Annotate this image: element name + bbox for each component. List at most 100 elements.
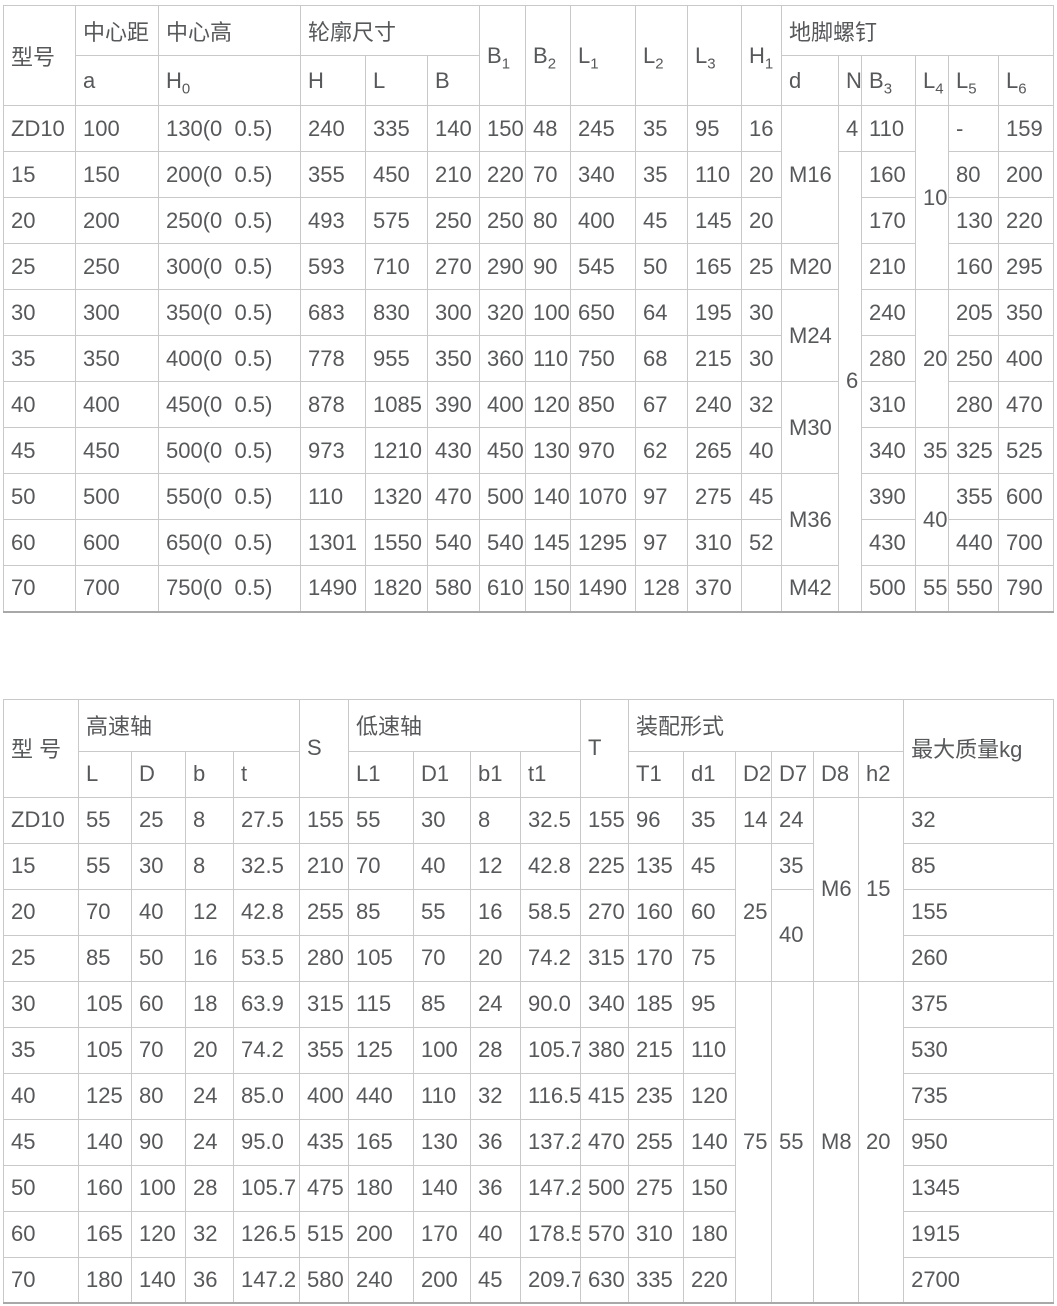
cell-text: M16 — [789, 161, 832, 187]
table-cell: 147.2 — [232, 1256, 301, 1304]
cell-text: 轮廓尺寸 — [308, 19, 397, 45]
cell-subscript: 4 — [935, 79, 944, 97]
table-row: 25 85 50 16 53.5 280 105 70 20 74.2 315 170 75 260 — [3, 934, 1055, 982]
table-cell: 55 — [915, 565, 949, 612]
table-cell: 70 — [3, 565, 76, 612]
column-header: d1 — [683, 750, 737, 798]
table-row: 40 125 80 24 85.0 400 440 110 32 116.5 415 235 120 73… — [3, 1072, 1055, 1120]
table-cell: 20 — [185, 1026, 234, 1074]
table-cell: 30 — [131, 842, 186, 890]
column-header: S — [299, 698, 350, 798]
table-cell: 830 — [365, 289, 428, 336]
table-cell: 160 — [78, 1164, 132, 1212]
table-cell: 52 — [741, 519, 782, 566]
table-cell: 350 — [997, 289, 1055, 336]
table-cell: 2700 — [903, 1256, 1055, 1304]
column-header: D8 — [813, 750, 860, 798]
table-cell: 105 — [78, 1026, 132, 1074]
table-cell: 25 — [3, 243, 76, 290]
table-cell: 235 — [628, 1072, 685, 1120]
cell-text: 中心距 — [83, 19, 150, 45]
table-row: ZD10 100 130(0 0.5) 240 335 140 150 48 245 35 95 16… — [3, 105, 1055, 290]
cell-text: L — [1006, 67, 1019, 93]
table-cell: 200(0 0.5) — [158, 151, 301, 198]
table-cell: 400 — [570, 197, 636, 244]
table-cell: 40 — [771, 888, 815, 982]
table-cell: 20 — [3, 197, 76, 244]
column-header: N — [838, 55, 862, 106]
table-cell: 200 — [413, 1256, 472, 1304]
cell-text: B — [533, 42, 548, 68]
cell-subscript: 6 — [1018, 79, 1027, 97]
table-cell: 32.5 — [232, 842, 301, 890]
table-cell: 200 — [348, 1210, 415, 1258]
table-cell: 540 — [427, 519, 480, 566]
table-cell: 630 — [580, 1256, 630, 1304]
table-cell: 70 — [525, 151, 571, 198]
table-cell: 355 — [948, 473, 999, 520]
table-cell: 245 — [570, 105, 636, 152]
table-cell: 45 — [635, 197, 688, 244]
table-cell: 45 — [683, 842, 737, 890]
table-cell: 105.7 — [520, 1026, 582, 1074]
table-cell: 325 — [948, 427, 999, 474]
table-cell: 400 — [75, 381, 159, 428]
table-cell: 20 — [915, 289, 949, 428]
table-cell: 20 — [3, 888, 79, 936]
table-cell: 120 — [525, 381, 571, 428]
table-cell: 955 — [365, 335, 428, 382]
table-cell: 290 — [479, 243, 526, 290]
table-cell: 40 — [131, 888, 186, 936]
table-cell: 45 — [3, 427, 76, 474]
table-cell: 570 — [580, 1210, 630, 1258]
table-cell: 25 — [3, 934, 79, 982]
table-cell: 300 — [75, 289, 159, 336]
table-cell: 159 — [997, 105, 1055, 152]
table-cell: 97 — [635, 473, 688, 520]
table-cell: 120 — [131, 1210, 186, 1258]
table-cell: 170 — [628, 934, 685, 982]
table-cell: 315 — [299, 980, 350, 1028]
table-cell: 650 — [570, 289, 636, 336]
table-cell: 130 — [525, 427, 571, 474]
column-header: D — [131, 750, 186, 798]
table-cell: 40 — [741, 427, 782, 474]
table-row: 45 140 90 24 95.0 435 165 130 36 137.2 470 255 140 95… — [3, 1118, 1055, 1166]
table-cell: 150 — [525, 565, 571, 612]
table-cell: 525 — [997, 427, 1055, 474]
table-cell: 125 — [78, 1072, 132, 1120]
table-row: ZD10 55 25 8 27.5 155 55 30 8 32.5 155 96 35 14 24 M6 15… — [3, 796, 1055, 982]
table-cell: 130 — [413, 1118, 472, 1166]
table-cell: 1490 — [300, 565, 366, 612]
table-cell: 1550 — [365, 519, 428, 566]
table-cell: 200 — [997, 151, 1055, 198]
column-header: 低速轴 — [348, 698, 582, 752]
column-header: H0 — [158, 55, 301, 106]
table-cell: 210 — [427, 151, 480, 198]
table-cell: 32 — [470, 1072, 522, 1120]
table-cell: 42.8 — [232, 888, 301, 936]
table-cell: 500 — [75, 473, 159, 520]
table-cell: 14 — [735, 796, 773, 844]
table-cell: 500(0 0.5) — [158, 427, 301, 474]
cell-text: B — [869, 67, 884, 93]
table-cell: 85.0 — [232, 1072, 301, 1120]
table-cell: 683 — [300, 289, 366, 336]
table-cell: 40 — [413, 842, 472, 890]
table-cell: 30 — [3, 980, 79, 1028]
cell-text: M24 — [789, 322, 832, 348]
table-cell: 50 — [131, 934, 186, 982]
table-cell: 140 — [78, 1118, 132, 1166]
table-cell: 100 — [131, 1164, 186, 1212]
table-cell: 70 — [413, 934, 472, 982]
table-cell: 260 — [903, 934, 1055, 982]
cell-text: a — [83, 67, 96, 93]
table-cell: 545 — [570, 243, 636, 290]
table-cell: 340 — [580, 980, 630, 1028]
cell-text: D8 — [821, 761, 850, 786]
table-cell: 1490 — [570, 565, 636, 612]
table-cell: 128 — [635, 565, 688, 612]
table-cell: 280 — [299, 934, 350, 982]
table-cell: 36 — [470, 1118, 522, 1166]
